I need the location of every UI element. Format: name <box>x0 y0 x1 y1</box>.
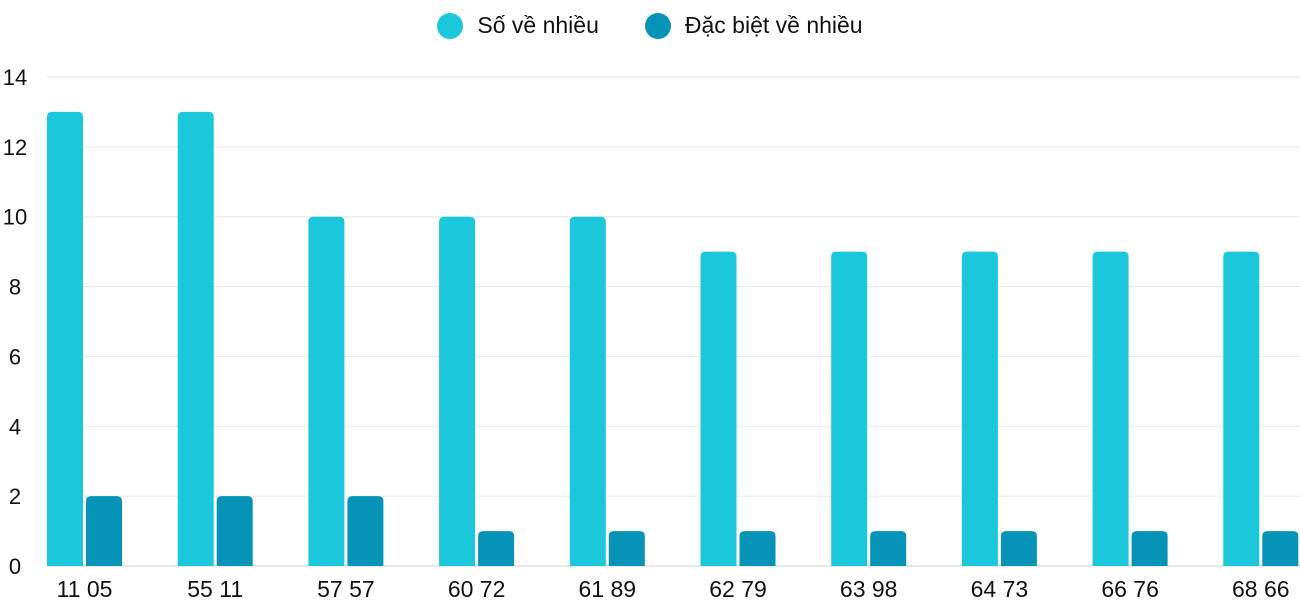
bar-dac-biet-ve-nhieu <box>608 531 645 566</box>
x-tick-label: 61 89 <box>579 576 637 600</box>
bar-so-ve-nhieu <box>700 251 737 566</box>
bar-dac-biet-ve-nhieu <box>870 531 907 566</box>
legend: Số về nhiều Đặc biệt về nhiều <box>0 12 1300 39</box>
x-tick-label: 55 11 <box>187 576 243 600</box>
y-tick-label: 2 <box>9 484 21 509</box>
x-tick-label: 64 73 <box>971 576 1029 600</box>
legend-swatch-1 <box>437 12 464 39</box>
bar-dac-biet-ve-nhieu <box>216 496 253 566</box>
bar-so-ve-nhieu <box>569 216 606 566</box>
bar-so-ve-nhieu <box>831 251 868 566</box>
bar-dac-biet-ve-nhieu <box>739 531 776 566</box>
y-tick-label: 14 <box>3 65 27 90</box>
x-tick-label: 66 76 <box>1101 576 1159 600</box>
bar-dac-biet-ve-nhieu <box>1262 531 1299 566</box>
bar-so-ve-nhieu <box>1223 251 1260 566</box>
x-tick-label: 60 72 <box>448 576 506 600</box>
bar-dac-biet-ve-nhieu <box>1000 531 1037 566</box>
y-tick-label: 8 <box>9 275 21 300</box>
y-tick-label: 10 <box>3 205 27 230</box>
bar-so-ve-nhieu <box>47 111 83 566</box>
x-tick-label: 57 57 <box>317 576 375 600</box>
bar-dac-biet-ve-nhieu <box>1131 531 1168 566</box>
bar-so-ve-nhieu <box>1092 251 1129 566</box>
y-tick-label: 12 <box>3 135 27 160</box>
bar-so-ve-nhieu <box>308 216 345 566</box>
x-tick-label: 62 79 <box>709 576 767 600</box>
bar-dac-biet-ve-nhieu <box>478 531 515 566</box>
bar-so-ve-nhieu <box>961 251 998 566</box>
bar-so-ve-nhieu <box>439 216 476 566</box>
bar-dac-biet-ve-nhieu <box>347 496 384 566</box>
y-tick-label: 6 <box>9 344 21 369</box>
x-tick-label: 68 66 <box>1232 576 1290 600</box>
legend-label-1: Số về nhiều <box>477 12 599 38</box>
legend-label-2: Đặc biệt về nhiều <box>684 12 863 38</box>
y-tick-label: 0 <box>9 554 21 579</box>
x-tick-label: 11 05 <box>57 576 113 600</box>
legend-item-series-2[interactable]: Đặc biệt về nhiều <box>644 12 863 39</box>
y-tick-label: 4 <box>9 414 21 439</box>
legend-item-series-1[interactable]: Số về nhiều <box>437 12 599 39</box>
bar-so-ve-nhieu <box>177 111 214 566</box>
x-tick-label: 63 98 <box>840 576 898 600</box>
bar-dac-biet-ve-nhieu <box>86 496 122 566</box>
legend-swatch-2 <box>644 12 671 39</box>
